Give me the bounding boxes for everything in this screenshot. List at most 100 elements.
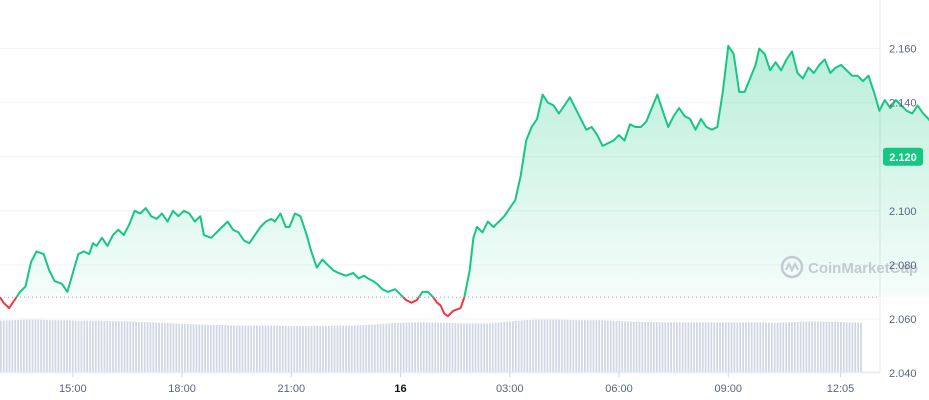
volume-bars <box>0 319 862 372</box>
y-tick-label: 2.080 <box>889 260 917 272</box>
volume-bar <box>857 322 859 372</box>
volume-bar <box>466 323 468 372</box>
volume-bar <box>477 323 480 372</box>
volume-bar <box>782 322 785 372</box>
volume-bar <box>345 325 347 372</box>
volume-bar <box>146 322 149 372</box>
volume-bar <box>615 320 618 372</box>
volume-bar <box>448 322 451 372</box>
volume-bar <box>256 325 258 372</box>
volume-bar <box>181 323 183 372</box>
volume-bar <box>537 319 540 372</box>
volume-bar <box>632 321 635 372</box>
volume-bar <box>54 320 57 372</box>
volume-bar <box>589 320 592 372</box>
volume-bar <box>373 324 376 372</box>
volume-bar <box>489 323 491 372</box>
volume-bar <box>860 322 862 372</box>
volume-bar <box>333 325 336 372</box>
volume-bar <box>486 323 488 372</box>
volume-bar <box>189 324 192 372</box>
volume-bar <box>368 324 370 372</box>
volume-bar <box>503 321 506 372</box>
volume-bar <box>143 322 146 372</box>
volume-bar <box>394 323 396 372</box>
volume-bar <box>791 322 793 372</box>
volume-bar <box>555 319 557 372</box>
volume-bar <box>560 319 563 372</box>
volume-bar <box>46 319 48 372</box>
volume-bar <box>149 322 152 372</box>
volume-bar <box>745 322 747 372</box>
volume-bar <box>434 322 437 372</box>
volume-bar <box>601 320 603 372</box>
volume-bar <box>348 325 350 372</box>
volume-bar <box>313 326 316 372</box>
volume-bar <box>270 325 273 372</box>
volume-bar <box>819 321 822 372</box>
volume-bar <box>612 320 615 372</box>
volume-bar <box>552 319 555 372</box>
volume-bar <box>690 322 693 372</box>
volume-bar <box>854 322 857 372</box>
volume-bar <box>770 322 773 372</box>
volume-bar <box>497 322 500 372</box>
volume-bar <box>753 322 756 372</box>
watermark: CoinMarketCap <box>780 255 918 279</box>
volume-bar <box>837 321 839 372</box>
volume-bar <box>822 321 825 372</box>
volume-bar <box>750 322 753 372</box>
volume-bar <box>77 320 80 372</box>
volume-bar <box>785 322 788 372</box>
volume-bar <box>402 322 405 372</box>
volume-bar <box>825 321 828 372</box>
volume-bar <box>267 325 270 372</box>
volume-bar <box>86 320 89 372</box>
volume-bar <box>747 322 750 372</box>
y-tick-label: 2.060 <box>889 314 917 326</box>
volume-bar <box>100 320 103 372</box>
volume-bar <box>673 322 675 372</box>
volume-bar <box>20 319 22 372</box>
volume-bar <box>273 325 276 372</box>
price-line-up <box>0 44 929 298</box>
volume-bar <box>60 320 63 372</box>
volume-bar <box>327 325 330 372</box>
price-area <box>16 45 929 298</box>
volume-bar <box>396 322 399 372</box>
volume-bar <box>618 321 621 372</box>
volume-bar <box>667 322 670 372</box>
volume-bar <box>339 325 342 372</box>
volume-bar <box>408 322 411 372</box>
volume-bar <box>109 321 112 372</box>
volume-bar <box>233 325 235 372</box>
volume-bar <box>563 319 566 372</box>
volume-bar <box>281 325 284 372</box>
volume-bar <box>808 321 811 372</box>
volume-bar <box>759 322 762 372</box>
volume-bar <box>419 322 422 372</box>
volume-bar <box>793 321 796 372</box>
volume-bar <box>325 326 327 372</box>
volume-bar <box>451 322 454 372</box>
volume-bar <box>474 323 477 372</box>
volume-bar <box>411 322 414 372</box>
volume-bar <box>604 320 606 372</box>
volume-bar <box>135 321 137 372</box>
volume-bar <box>742 322 744 372</box>
volume-bar <box>115 321 117 372</box>
volume-bar <box>681 322 684 372</box>
volume-bar <box>319 326 322 372</box>
y-tick-label: 2.040 <box>889 368 917 380</box>
volume-bar <box>558 319 560 372</box>
volume-bar <box>11 320 14 372</box>
volume-bar <box>388 323 391 372</box>
volume-bar <box>713 322 716 372</box>
volume-bar <box>209 324 212 372</box>
volume-bar <box>336 325 339 372</box>
volume-bar <box>684 322 687 372</box>
volume-bar <box>514 320 517 372</box>
volume-bar <box>66 320 68 372</box>
volume-bar <box>664 322 667 372</box>
